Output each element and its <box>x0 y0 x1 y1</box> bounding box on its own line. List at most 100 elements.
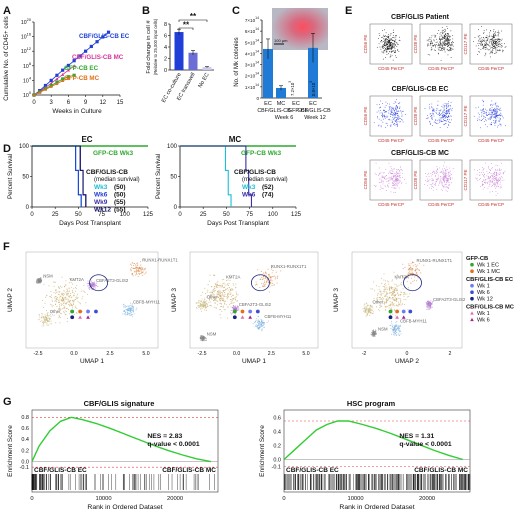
event-dot <box>386 38 387 40</box>
event-dot <box>443 123 445 125</box>
x-axis-label: UMAP 1 <box>242 358 266 365</box>
event-dot <box>490 173 492 174</box>
row-title: CBF/GLIS-CB MC <box>391 150 449 157</box>
cell-dot <box>223 278 225 280</box>
cell-dot <box>277 275 279 277</box>
event-dot <box>383 50 385 52</box>
event-dot <box>447 106 449 107</box>
cell-dot <box>426 308 428 311</box>
event-dot <box>447 46 448 47</box>
cell-dot <box>222 305 224 307</box>
cell-dot <box>72 302 74 304</box>
legend-series-value: (55) <box>114 207 126 214</box>
cell-dot <box>83 284 85 287</box>
cell-dot <box>397 293 399 295</box>
event-dot <box>499 49 500 51</box>
cell-dot <box>368 312 370 314</box>
cell-dot <box>431 301 433 303</box>
event-dot <box>395 120 397 122</box>
x-tick-label: 0 <box>32 100 36 106</box>
cell-dot <box>256 322 258 324</box>
sample-marker <box>395 309 399 314</box>
cell-dot <box>228 296 230 298</box>
cell-dot <box>63 304 65 306</box>
cell-dot <box>389 305 391 307</box>
event-dot <box>434 45 436 46</box>
cell-dot <box>371 305 373 307</box>
event-dot <box>444 168 446 169</box>
event-dot <box>447 43 448 44</box>
event-dot <box>383 109 384 111</box>
event-dot <box>384 42 386 44</box>
event-dot <box>384 44 385 46</box>
event-dot <box>440 43 441 45</box>
event-dot <box>379 189 381 190</box>
plot-frame <box>419 23 463 65</box>
cell-dot <box>224 289 226 291</box>
cell-dot <box>409 293 411 295</box>
event-dot <box>447 103 449 105</box>
cell-dot <box>204 304 206 306</box>
cell-dot <box>48 320 51 322</box>
cell-dot <box>67 308 70 311</box>
cell-dot <box>379 306 381 309</box>
event-dot <box>443 119 444 120</box>
event-dot <box>390 43 392 45</box>
cluster-label: NSM <box>43 274 53 279</box>
cell-dot <box>60 308 62 310</box>
event-dot <box>431 115 432 117</box>
cell-dot <box>224 309 226 311</box>
cell-dot <box>255 284 257 286</box>
event-dot <box>437 169 438 171</box>
cell-dot <box>369 306 371 308</box>
cell-dot <box>379 301 381 304</box>
cell-dot <box>199 339 201 341</box>
event-dot <box>448 178 449 180</box>
cluster-label: KMT2A <box>70 277 84 282</box>
event-dot <box>497 169 498 171</box>
cell-dot <box>400 281 403 283</box>
event-dot <box>447 54 449 56</box>
event-dot <box>444 40 445 42</box>
event-dot <box>490 38 491 40</box>
event-dot <box>388 34 389 36</box>
cell-dot <box>404 293 406 295</box>
x-axis-label: CD45 PerCP <box>478 138 504 143</box>
cell-dot <box>219 295 221 297</box>
cell-dot <box>375 298 378 300</box>
event-dot <box>392 42 393 44</box>
event-dot <box>496 112 498 114</box>
cell-dot <box>53 292 55 294</box>
cell-dot <box>141 268 143 270</box>
cell-dot <box>385 285 387 287</box>
y-tick-label: 100 <box>23 90 32 99</box>
cell-dot <box>58 301 60 303</box>
event-dot <box>389 45 391 47</box>
event-dot <box>384 40 386 41</box>
event-dot <box>386 117 388 118</box>
event-dot <box>498 174 500 175</box>
cell-dot <box>134 274 136 276</box>
cell-dot <box>238 309 240 311</box>
y-tick-label: 50 <box>22 175 29 181</box>
event-dot <box>447 36 448 38</box>
event-dot <box>426 185 428 186</box>
event-dot <box>395 177 396 179</box>
cell-dot <box>129 311 131 313</box>
cell-dot <box>134 268 137 270</box>
event-dot <box>494 117 496 118</box>
cell-dot <box>268 291 270 293</box>
cell-dot <box>219 303 221 305</box>
cell-dot <box>405 298 407 301</box>
event-dot <box>490 56 491 58</box>
x-tick-label: 2.5 <box>268 351 275 357</box>
cell-dot <box>377 298 379 300</box>
event-dot <box>439 121 441 123</box>
event-dot <box>379 172 380 174</box>
event-dot <box>395 192 396 193</box>
event-dot <box>500 109 502 111</box>
event-dot <box>482 172 484 173</box>
event-dot <box>385 38 387 40</box>
cell-dot <box>41 300 43 302</box>
event-dot <box>443 187 445 189</box>
